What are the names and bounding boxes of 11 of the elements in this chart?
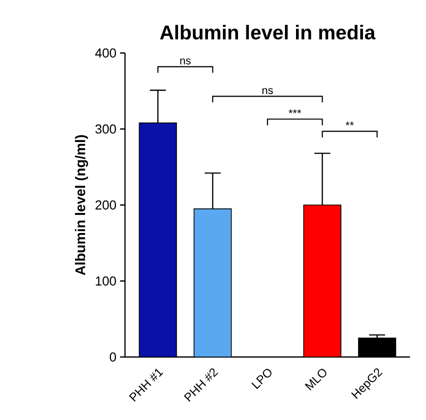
- annotation: ns: [180, 58, 191, 64]
- y-tick-label: 200: [96, 200, 116, 210]
- chart-title: Albumin level in media: [160, 24, 376, 40]
- y-tick-label: 300: [95, 124, 116, 134]
- y-tick-label: 400: [95, 48, 116, 58]
- y-tick-label: 0: [110, 352, 116, 362]
- annotation: ***: [288, 109, 302, 114]
- annotation: ns: [262, 88, 273, 94]
- y-tick-label: 100: [96, 276, 116, 286]
- y-axis-title: Albumin level (ng/ml): [74, 135, 88, 276]
- annotation: **: [346, 122, 354, 126]
